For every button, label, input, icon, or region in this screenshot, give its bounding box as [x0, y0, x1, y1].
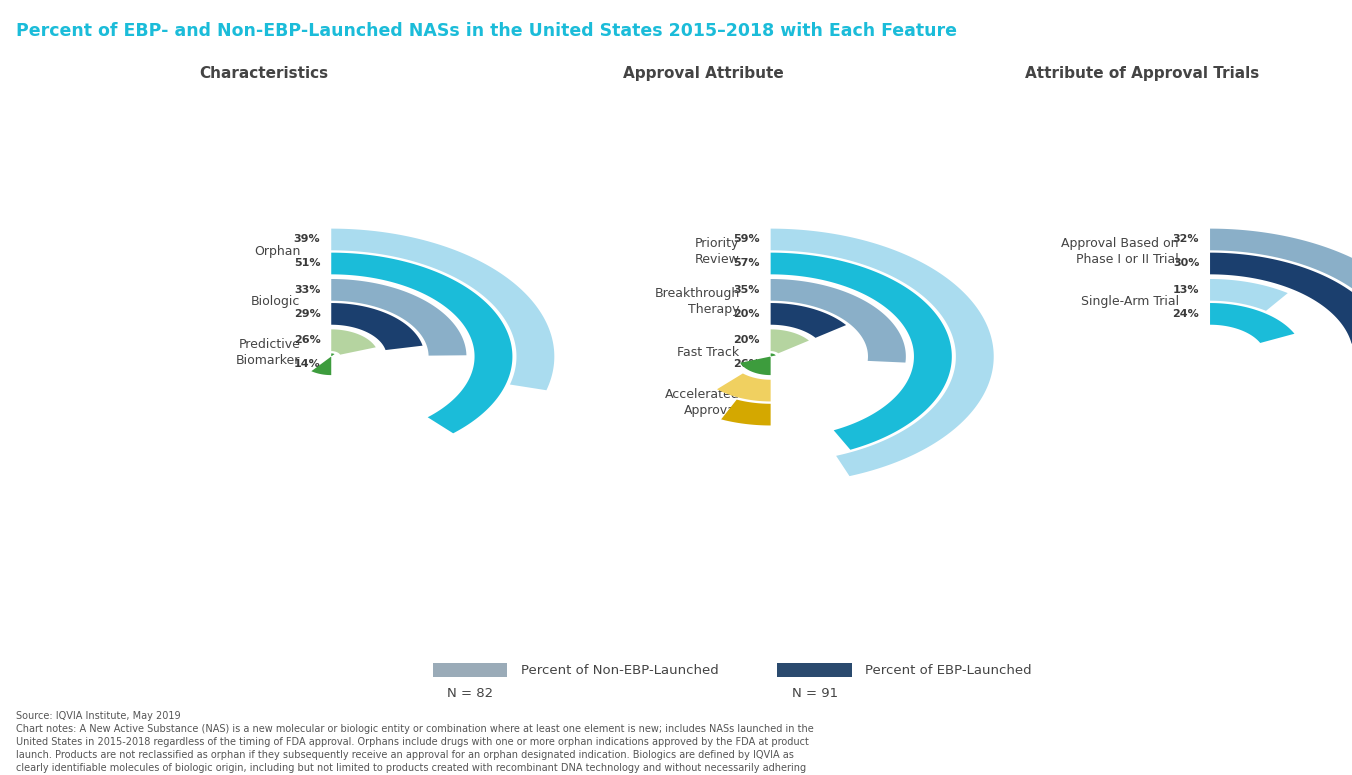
Text: United States in 2015-2018 regardless of the timing of FDA approval. Orphans inc: United States in 2015-2018 regardless of…	[16, 737, 808, 747]
Text: N = 82: N = 82	[446, 687, 493, 700]
Polygon shape	[771, 279, 906, 363]
Text: Predictive
Biomarker: Predictive Biomarker	[235, 338, 300, 367]
Text: Percent of EBP- and Non-EBP-Launched NASs in the United States 2015–2018 with Ea: Percent of EBP- and Non-EBP-Launched NAS…	[16, 22, 957, 40]
Text: Accelerated
Approval: Accelerated Approval	[665, 388, 740, 417]
Text: 20%: 20%	[733, 309, 760, 319]
Text: 51%: 51%	[293, 259, 320, 268]
Polygon shape	[721, 400, 771, 425]
Polygon shape	[331, 253, 512, 433]
Text: Approval Based on
Phase I or II Trial: Approval Based on Phase I or II Trial	[1061, 237, 1179, 266]
Polygon shape	[771, 303, 846, 338]
Text: 35%: 35%	[733, 285, 760, 294]
Text: 39%: 39%	[293, 235, 320, 244]
Text: 32%: 32%	[1172, 235, 1199, 244]
Text: 33%: 33%	[293, 285, 320, 294]
Text: Approval Attribute: Approval Attribute	[623, 66, 783, 81]
Text: Single-Arm Trial: Single-Arm Trial	[1080, 295, 1179, 308]
Polygon shape	[311, 353, 334, 375]
Text: clearly identifiable molecules of biologic origin, including but not limited to : clearly identifiable molecules of biolog…	[16, 763, 806, 773]
Text: Percent of EBP-Launched: Percent of EBP-Launched	[865, 664, 1032, 677]
Polygon shape	[771, 329, 808, 353]
Text: Characteristics: Characteristics	[199, 66, 329, 81]
Text: Source: IQVIA Institute, May 2019: Source: IQVIA Institute, May 2019	[16, 711, 181, 722]
Text: N = 91: N = 91	[791, 687, 838, 700]
Polygon shape	[1210, 279, 1288, 311]
Text: Breakthrough
Therapy: Breakthrough Therapy	[654, 288, 740, 316]
Text: 59%: 59%	[733, 235, 760, 244]
Polygon shape	[777, 663, 852, 677]
Text: Priority
Review: Priority Review	[695, 237, 740, 266]
Text: 26%: 26%	[733, 360, 760, 369]
Polygon shape	[771, 253, 952, 450]
Text: Percent of Non-EBP-Launched: Percent of Non-EBP-Launched	[521, 664, 718, 677]
Polygon shape	[331, 279, 466, 356]
Text: Orphan: Orphan	[254, 245, 300, 258]
Text: Fast Track: Fast Track	[677, 346, 740, 359]
Text: 30%: 30%	[1172, 259, 1199, 268]
Polygon shape	[1210, 303, 1294, 343]
Text: 14%: 14%	[293, 360, 320, 369]
Text: 13%: 13%	[1172, 285, 1199, 294]
Text: 57%: 57%	[733, 259, 760, 268]
Polygon shape	[331, 229, 554, 391]
Polygon shape	[331, 303, 423, 350]
Polygon shape	[433, 663, 507, 677]
Text: Chart notes: A New Active Substance (NAS) is a new molecular or biologic entity : Chart notes: A New Active Substance (NAS…	[16, 724, 814, 734]
Text: 26%: 26%	[293, 336, 320, 345]
Text: 20%: 20%	[733, 336, 760, 345]
Text: 24%: 24%	[1172, 309, 1199, 319]
Polygon shape	[1210, 229, 1352, 350]
Polygon shape	[331, 329, 376, 355]
Text: 16%: 16%	[733, 386, 760, 395]
Text: Attribute of Approval Trials: Attribute of Approval Trials	[1025, 66, 1260, 81]
Text: Biologic: Biologic	[250, 295, 300, 308]
Text: launch. Products are not reclassified as orphan if they subsequently receive an : launch. Products are not reclassified as…	[16, 750, 794, 759]
Polygon shape	[1210, 253, 1352, 343]
Polygon shape	[717, 374, 771, 401]
Text: 29%: 29%	[293, 309, 320, 319]
Polygon shape	[740, 353, 776, 375]
Text: 9%: 9%	[741, 410, 760, 419]
Polygon shape	[771, 229, 994, 476]
